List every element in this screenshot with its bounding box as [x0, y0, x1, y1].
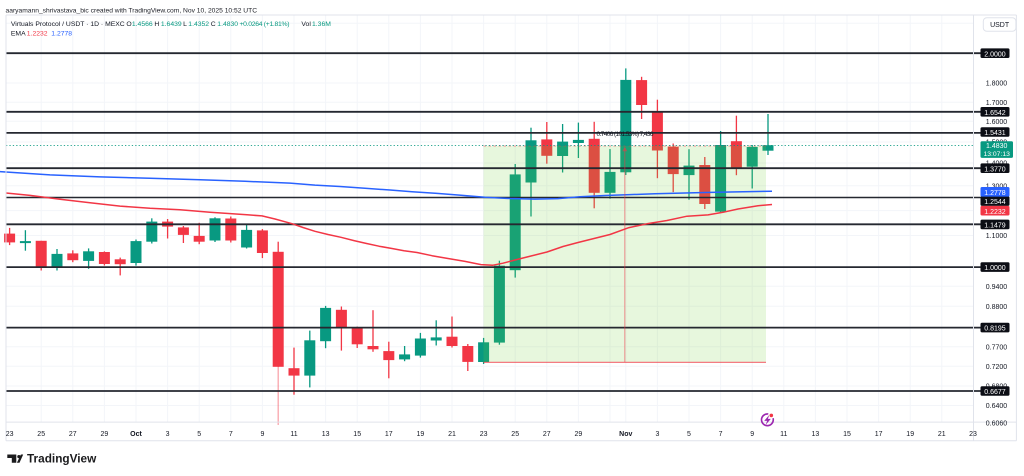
svg-text:19: 19	[906, 431, 914, 438]
svg-text:19: 19	[417, 431, 425, 438]
svg-text:21: 21	[448, 431, 456, 438]
svg-text:0.6677: 0.6677	[984, 389, 1006, 396]
svg-text:27: 27	[543, 431, 551, 438]
svg-text:29: 29	[575, 431, 583, 438]
svg-text:3: 3	[655, 431, 659, 438]
svg-text:11: 11	[290, 431, 297, 438]
svg-text:1.2778: 1.2778	[51, 31, 72, 38]
svg-text:5: 5	[687, 431, 691, 438]
svg-text:O: O	[126, 21, 131, 28]
svg-text:1.3000: 1.3000	[986, 183, 1008, 190]
svg-text:1.0000: 1.0000	[984, 265, 1006, 272]
svg-text:11: 11	[780, 431, 787, 438]
svg-text:9: 9	[260, 431, 264, 438]
svg-text:17: 17	[875, 431, 883, 438]
svg-text:1.7000: 1.7000	[986, 100, 1008, 107]
svg-text:15: 15	[353, 431, 361, 438]
svg-text:0.8195: 0.8195	[984, 326, 1006, 333]
svg-text:5: 5	[197, 431, 201, 438]
svg-text:1.3770: 1.3770	[984, 166, 1006, 173]
svg-text:1.6439: 1.6439	[161, 21, 182, 28]
svg-text:23: 23	[6, 431, 14, 438]
svg-text:15: 15	[843, 431, 851, 438]
svg-text:1.2232: 1.2232	[984, 209, 1006, 216]
svg-text:TradingView: TradingView	[27, 452, 97, 466]
svg-text:27: 27	[69, 431, 77, 438]
svg-text:1.1479: 1.1479	[984, 223, 1006, 230]
svg-text:2.0000: 2.0000	[984, 51, 1006, 58]
svg-text:1.8000: 1.8000	[986, 81, 1008, 88]
svg-text:aaryamann_shrivastava_bic crea: aaryamann_shrivastava_bic created with T…	[6, 7, 258, 14]
svg-text:7: 7	[229, 431, 233, 438]
svg-text:23: 23	[969, 431, 977, 438]
svg-text:C: C	[211, 21, 216, 28]
svg-text:+0.0264 (+1.81%): +0.0264 (+1.81%)	[240, 21, 290, 28]
svg-text:1.1000: 1.1000	[986, 233, 1008, 240]
svg-text:0.8800: 0.8800	[986, 304, 1008, 311]
svg-text:13:07:13: 13:07:13	[983, 151, 1010, 158]
svg-text:0.6400: 0.6400	[986, 403, 1008, 410]
svg-text:1.5431: 1.5431	[984, 130, 1006, 137]
svg-text:25: 25	[511, 431, 519, 438]
svg-text:1.4830: 1.4830	[217, 21, 238, 28]
svg-text:13: 13	[322, 431, 330, 438]
svg-text:1.4566: 1.4566	[132, 21, 153, 28]
svg-text:EMA: EMA	[11, 31, 26, 38]
svg-text:13: 13	[812, 431, 820, 438]
svg-text:Nov: Nov	[619, 431, 632, 438]
svg-text:L: L	[183, 21, 187, 28]
svg-text:0.7406 (101.53%) 7,436: 0.7406 (101.53%) 7,436	[597, 131, 654, 138]
svg-text:Virtuals Protocol / USDT · 1D: Virtuals Protocol / USDT · 1D · MEXC	[11, 21, 125, 28]
svg-text:1.4352: 1.4352	[188, 21, 209, 28]
svg-text:25: 25	[37, 431, 45, 438]
svg-text:1.2544: 1.2544	[984, 199, 1006, 206]
svg-text:17: 17	[385, 431, 393, 438]
svg-text:1.4830: 1.4830	[986, 143, 1008, 150]
svg-text:3: 3	[166, 431, 170, 438]
svg-text:0.7700: 0.7700	[986, 344, 1008, 351]
svg-text:Vol: Vol	[301, 21, 311, 28]
svg-text:29: 29	[101, 431, 109, 438]
svg-text:21: 21	[938, 431, 946, 438]
svg-text:Oct: Oct	[130, 431, 142, 438]
svg-text:H: H	[154, 21, 159, 28]
svg-text:USDT: USDT	[990, 22, 1010, 29]
svg-text:9: 9	[750, 431, 754, 438]
svg-text:0.6060: 0.6060	[986, 421, 1008, 428]
svg-text:1.6542: 1.6542	[984, 110, 1006, 117]
svg-text:1.2778: 1.2778	[984, 190, 1006, 197]
svg-text:0.7200: 0.7200	[986, 364, 1008, 371]
svg-text:1.36M: 1.36M	[312, 21, 331, 28]
svg-text:1.2232: 1.2232	[27, 31, 48, 38]
svg-text:0.9400: 0.9400	[986, 284, 1008, 291]
svg-text:1.6000: 1.6000	[986, 119, 1008, 126]
svg-text:7: 7	[719, 431, 723, 438]
svg-text:23: 23	[480, 431, 488, 438]
